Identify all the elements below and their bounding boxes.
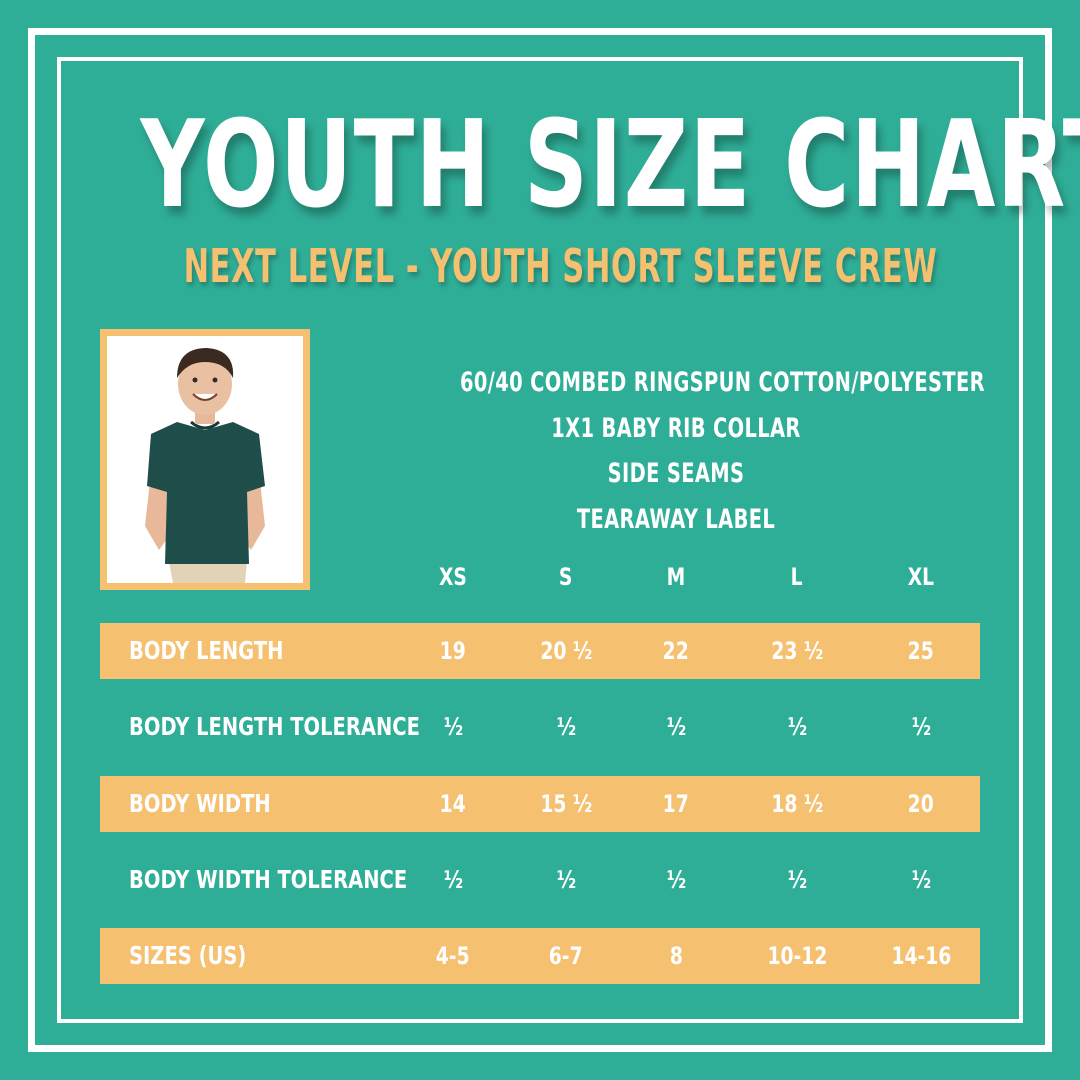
table-cell: ½	[666, 713, 686, 741]
page-title: YOUTH SIZE CHART	[140, 96, 1080, 235]
table-cell: ½	[443, 866, 463, 894]
table-cell: 10-12	[767, 942, 827, 970]
table-row-body-length: BODY LENGTH 19 20 ½ 22 23 ½ 25	[100, 623, 980, 679]
table-cell: 6-7	[549, 942, 583, 970]
table-cell: ½	[443, 713, 463, 741]
product-photo-frame	[100, 329, 310, 590]
table-cell: 23 ½	[771, 637, 823, 665]
table-cell: 14	[439, 790, 467, 818]
table-cell: ½	[911, 713, 931, 741]
feature-fabric: 60/40 COMBED RINGSPUN COTTON/POLYESTER	[460, 367, 985, 398]
row-label: BODY LENGTH TOLERANCE	[129, 712, 420, 741]
table-cell: 20 ½	[540, 637, 592, 665]
table-row-body-width-tolerance: BODY WIDTH TOLERANCE ½ ½ ½ ½ ½	[100, 852, 980, 908]
table-cell: 18 ½	[771, 790, 823, 818]
size-header-s: S	[559, 563, 573, 591]
table-cell: ½	[556, 713, 576, 741]
feature-collar: 1X1 BABY RIB COLLAR	[551, 412, 801, 444]
size-header-l: L	[791, 563, 803, 591]
row-label: BODY WIDTH TOLERANCE	[129, 865, 408, 894]
table-row-body-length-tolerance: BODY LENGTH TOLERANCE ½ ½ ½ ½ ½	[100, 699, 980, 755]
table-cell: 8	[669, 942, 683, 970]
table-cell: ½	[787, 713, 807, 741]
table-row-sizes-us: SIZES (US) 4-5 6-7 8 10-12 14-16	[100, 928, 980, 984]
table-cell: 25	[907, 637, 935, 665]
product-photo	[107, 336, 303, 583]
size-header-xl: XL	[907, 563, 935, 591]
table-cell: 20	[907, 790, 935, 818]
table-cell: ½	[911, 866, 931, 894]
table-cell: ½	[787, 866, 807, 894]
row-label: BODY WIDTH	[129, 789, 271, 818]
inner-frame-border	[57, 57, 1023, 1023]
size-header-m: M	[666, 563, 686, 591]
table-cell: 4-5	[436, 942, 470, 970]
row-label: SIZES (US)	[129, 941, 247, 970]
table-cell: 15 ½	[540, 790, 592, 818]
table-cell: 17	[662, 790, 690, 818]
table-cell: ½	[666, 866, 686, 894]
page-subtitle: NEXT LEVEL - YOUTH SHORT SLEEVE CREW	[183, 239, 938, 293]
table-cell: 22	[662, 637, 690, 665]
table-cell: 19	[439, 637, 467, 665]
outer-frame-border	[28, 28, 1052, 1052]
table-cell: ½	[556, 866, 576, 894]
feature-seams: SIDE SEAMS	[607, 458, 745, 489]
size-header-xs: XS	[439, 563, 467, 591]
table-row-body-width: BODY WIDTH 14 15 ½ 17 18 ½ 20	[100, 776, 980, 832]
product-features: 60/40 COMBED RINGSPUN COTTON/POLYESTER 1…	[376, 360, 985, 542]
row-label: BODY LENGTH	[129, 636, 284, 665]
size-header-row: XS S M L XL	[0, 560, 1080, 594]
child-model-image	[145, 348, 265, 583]
table-cell: 14-16	[891, 942, 951, 970]
feature-label: TEARAWAY LABEL	[576, 503, 776, 535]
